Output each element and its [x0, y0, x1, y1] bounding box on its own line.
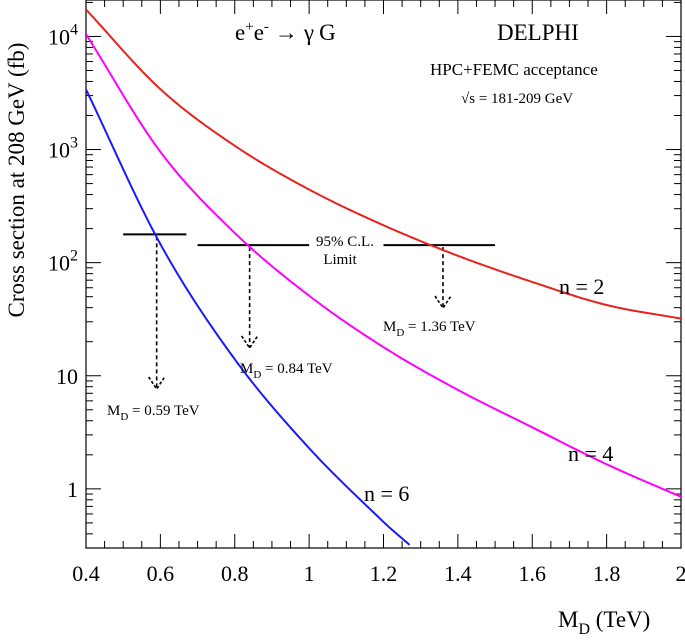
limit-label-line2: Limit: [323, 252, 357, 268]
limit-md-label: MD = 0.84 TeV: [240, 361, 333, 381]
y-tick-label: 104: [48, 21, 78, 49]
x-tick-label: 0.4: [72, 561, 100, 586]
y-axis-title: Cross section at 208 GeV (fb): [4, 43, 29, 318]
series-label-n2: n = 2: [559, 274, 604, 299]
x-axis-title: MD (TeV): [558, 607, 650, 638]
limit-label-line1: 95% C.L.: [316, 234, 374, 250]
series-label-n4: n = 4: [568, 441, 613, 466]
curve-n2: [86, 8, 681, 320]
process-label: e+e- → γ G: [235, 19, 336, 45]
x-tick-label: 0.6: [147, 561, 175, 586]
experiment-label: DELPHI: [497, 20, 579, 45]
series-label-n6: n = 6: [364, 481, 409, 506]
limit-md-label: MD = 1.36 TeV: [383, 319, 476, 339]
y-tick-label: 103: [48, 135, 78, 163]
y-tick-label: 10: [56, 364, 78, 389]
limit-md-label: MD = 0.59 TeV: [107, 403, 200, 423]
energy-label: √s = 181-209 GeV: [461, 91, 573, 107]
x-tick-label: 0.8: [221, 561, 249, 586]
acceptance-label: HPC+FEMC acceptance: [430, 60, 598, 79]
x-tick-label: 1.6: [519, 561, 547, 586]
y-tick-label: 1: [67, 477, 78, 502]
x-tick-label: 2: [676, 561, 685, 586]
curve-n4: [86, 33, 681, 498]
x-tick-label: 1.8: [593, 561, 621, 586]
x-tick-label: 1: [304, 561, 315, 586]
curve-n6: [86, 89, 411, 546]
x-tick-label: 1.2: [370, 561, 398, 586]
y-tick-label: 102: [48, 248, 78, 276]
x-tick-label: 1.4: [444, 561, 472, 586]
